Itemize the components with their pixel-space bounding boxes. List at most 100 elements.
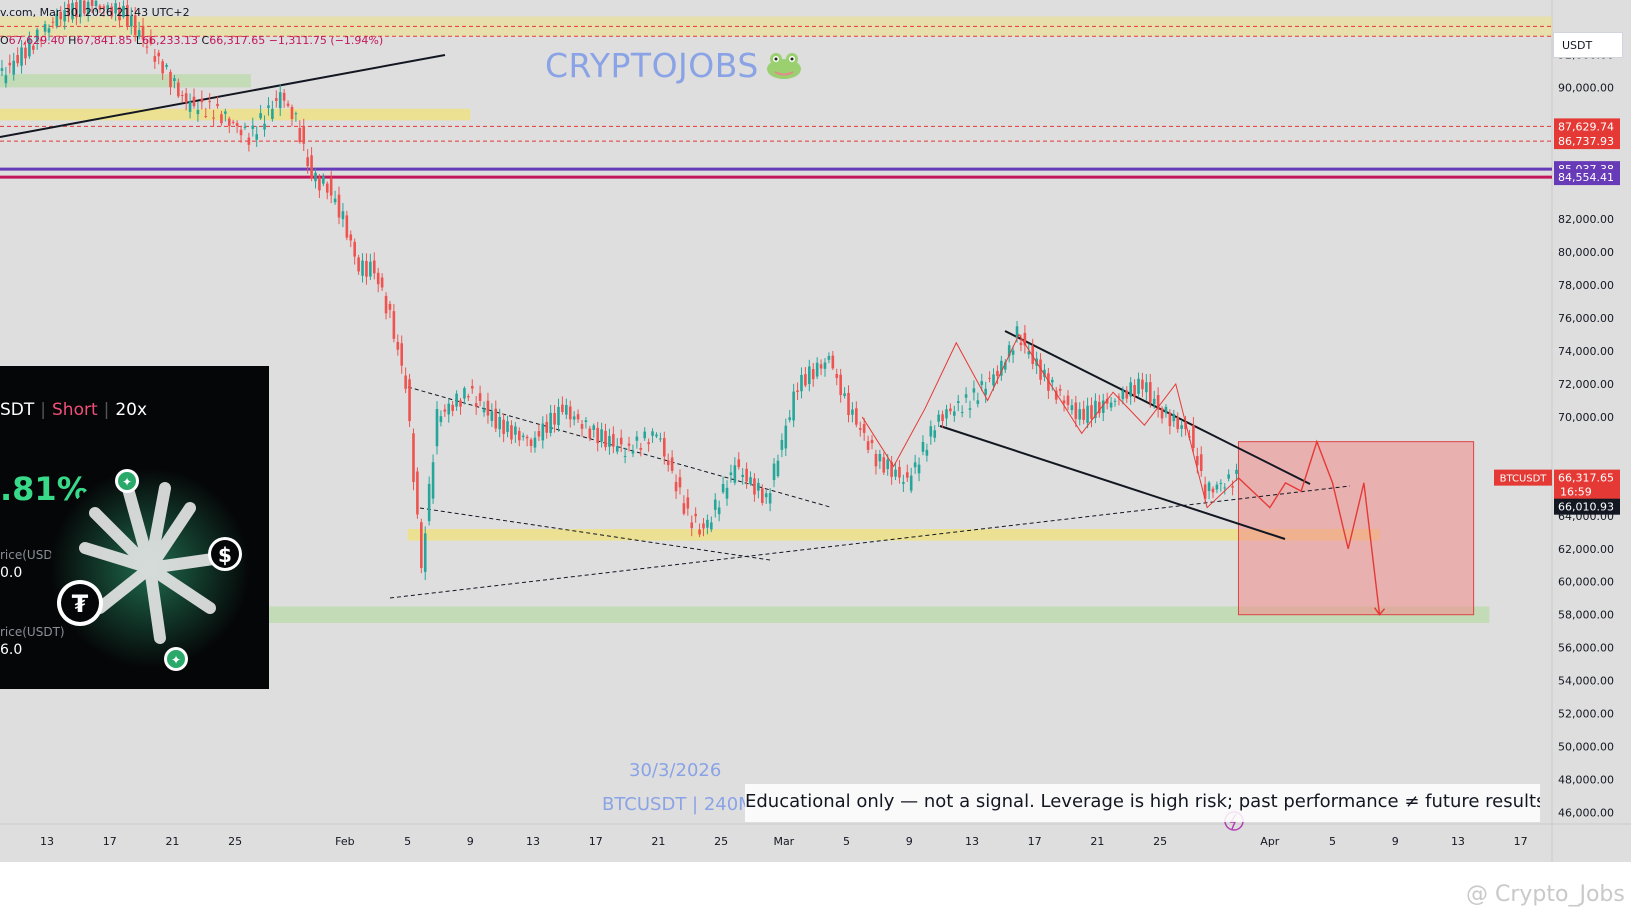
candle xyxy=(580,420,584,437)
candle xyxy=(59,6,63,27)
candle xyxy=(161,59,164,80)
candle xyxy=(145,38,149,54)
candle-body xyxy=(1164,406,1168,414)
candle-body xyxy=(267,105,270,109)
candle-body xyxy=(200,98,204,103)
candle-body xyxy=(984,388,987,395)
candle xyxy=(941,410,944,428)
candle xyxy=(635,430,639,449)
candle xyxy=(1113,398,1117,407)
candle-body xyxy=(1086,405,1089,423)
brand-watermark: CRYPTOJOBS xyxy=(545,46,759,85)
candle xyxy=(627,436,631,452)
wedge-lower-line[interactable] xyxy=(939,425,1286,540)
candle xyxy=(1003,359,1007,374)
candle xyxy=(733,457,737,486)
candle-body xyxy=(1223,487,1227,489)
price-tick-label: 78,000.00 xyxy=(1558,279,1614,292)
candle-body xyxy=(439,416,443,423)
open-label: O xyxy=(0,34,9,47)
candle-body xyxy=(855,408,858,425)
trendline-top[interactable] xyxy=(0,54,446,138)
candle-body xyxy=(529,439,533,446)
candle xyxy=(1156,387,1160,418)
candle-body xyxy=(1160,408,1164,419)
candle-body xyxy=(670,457,674,471)
candle-body xyxy=(956,401,960,404)
candle xyxy=(20,40,23,74)
candle-body xyxy=(384,295,388,314)
candle-body xyxy=(133,15,137,35)
candle xyxy=(47,24,51,41)
candle-body xyxy=(549,412,552,433)
candle-body xyxy=(1215,484,1219,490)
candle xyxy=(157,49,161,65)
candle xyxy=(639,442,643,457)
candle-body xyxy=(188,101,192,112)
candle-body xyxy=(180,95,184,97)
candle xyxy=(51,17,55,29)
candle-body xyxy=(455,393,458,407)
candle xyxy=(118,2,121,28)
candle xyxy=(196,101,200,122)
candle xyxy=(988,371,991,383)
candle xyxy=(32,43,35,55)
candle-body xyxy=(596,427,599,444)
candle-body xyxy=(729,472,733,476)
candle-body xyxy=(510,425,513,440)
price-badges: 87,629.7486,737.9385,037.3884,554.41BTCU… xyxy=(1494,118,1620,515)
candle-body xyxy=(647,442,650,445)
price-badge-bg xyxy=(1554,133,1620,150)
candle xyxy=(290,104,294,127)
candle-body xyxy=(968,408,972,410)
candle xyxy=(224,108,227,122)
time-tick-label: 17 xyxy=(1514,835,1528,848)
candle xyxy=(173,75,176,89)
candle-body xyxy=(35,29,39,42)
candle-body xyxy=(90,0,94,6)
candle xyxy=(1199,446,1203,477)
candle xyxy=(1117,393,1121,406)
candle-body xyxy=(141,25,145,40)
candle-body xyxy=(541,423,545,441)
trendline-dashed-rising[interactable] xyxy=(389,485,1351,599)
candle xyxy=(177,78,180,99)
candle-body xyxy=(1094,400,1097,419)
candle xyxy=(502,413,505,443)
candle-body xyxy=(435,409,439,447)
candle-body xyxy=(894,469,897,477)
candle-body xyxy=(788,417,792,421)
candle-body xyxy=(271,108,274,120)
candle xyxy=(333,190,337,205)
candle xyxy=(721,476,725,495)
candle-body xyxy=(1047,373,1050,391)
candle-body xyxy=(905,472,909,478)
card-artwork: ₮ $ ✦ ✦ xyxy=(50,468,250,671)
price-badge: 84,554.41 xyxy=(1554,169,1620,186)
candle xyxy=(619,429,623,453)
candle xyxy=(843,387,846,399)
trendline-dashed-upper[interactable] xyxy=(407,386,831,508)
candle-body xyxy=(39,39,43,42)
candle xyxy=(1051,376,1054,391)
candle-body xyxy=(686,497,690,509)
candle-body xyxy=(741,474,744,477)
candle xyxy=(678,469,682,495)
trendline-dashed-lower[interactable] xyxy=(419,507,771,561)
candle-body xyxy=(63,9,66,22)
candle xyxy=(568,400,572,428)
candle xyxy=(815,357,819,380)
candle-body xyxy=(345,215,349,238)
candle-body xyxy=(1054,390,1058,400)
candle xyxy=(275,90,278,108)
candle xyxy=(165,63,168,70)
candle xyxy=(423,526,427,581)
candle-body xyxy=(1082,408,1085,420)
candle-body xyxy=(941,414,944,422)
currency-unit-selector[interactable]: USDT xyxy=(1553,32,1623,58)
candle-body xyxy=(772,463,776,481)
candle-body xyxy=(1031,346,1035,364)
candle xyxy=(141,17,145,48)
